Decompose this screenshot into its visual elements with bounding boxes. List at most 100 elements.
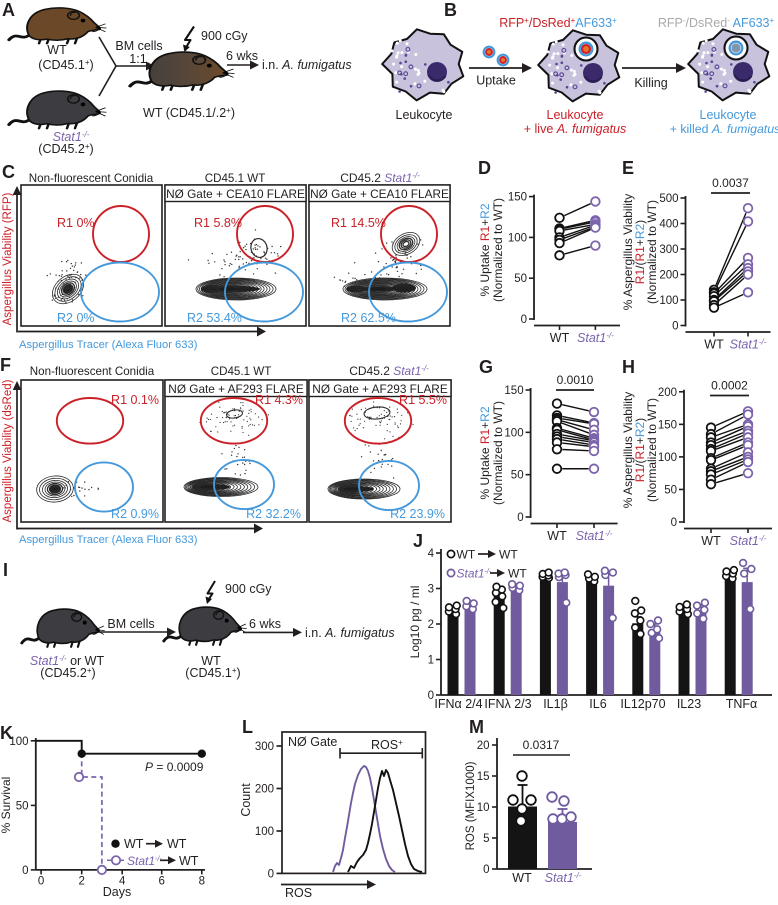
svg-text:G: G	[479, 357, 493, 377]
svg-text:50: 50	[511, 470, 524, 482]
svg-text:150: 150	[504, 385, 523, 397]
svg-text:IL23: IL23	[677, 697, 701, 711]
svg-text:200: 200	[659, 270, 678, 282]
svg-text:CD45.1 WT: CD45.1 WT	[211, 365, 272, 378]
svg-text:0.0002: 0.0002	[711, 379, 748, 393]
svg-text:(CD45.2+): (CD45.2+)	[40, 666, 95, 680]
svg-text:6: 6	[158, 876, 164, 888]
svg-text:R2 0%: R2 0%	[57, 311, 95, 325]
svg-text:Aspergillus Tracer (Alexa Fluo: Aspergillus Tracer (Alexa Fluor 633)	[19, 534, 198, 546]
svg-text:50: 50	[16, 800, 29, 812]
svg-text:D: D	[478, 158, 491, 178]
svg-text:+ killed A. fumigatus: + killed A. fumigatus	[670, 122, 778, 136]
svg-text:6 wks: 6 wks	[249, 617, 281, 631]
svg-text:WT: WT	[124, 837, 144, 851]
svg-text:WT: WT	[547, 529, 567, 543]
svg-text:ROS: ROS	[285, 886, 312, 900]
svg-text:Uptake: Uptake	[476, 74, 516, 88]
svg-text:300: 300	[255, 741, 274, 753]
svg-text:R1 5.8%: R1 5.8%	[194, 216, 242, 230]
svg-text:(Normalized to WT): (Normalized to WT)	[491, 198, 505, 302]
svg-text:L: L	[242, 717, 253, 737]
svg-text:CD45.1 WT: CD45.1 WT	[205, 172, 266, 185]
svg-text:WT: WT	[167, 837, 187, 851]
svg-text:NØ Gate + CEA10 FLARE: NØ Gate + CEA10 FLARE	[166, 187, 305, 201]
svg-text:5: 5	[483, 833, 489, 845]
svg-text:0: 0	[268, 868, 274, 880]
svg-text:0.0037: 0.0037	[712, 176, 749, 190]
svg-text:% Aspergillus Viability: % Aspergillus Viability	[621, 194, 635, 311]
svg-text:100: 100	[504, 427, 523, 439]
svg-text:200: 200	[658, 387, 677, 399]
svg-text:(Normalized to WT): (Normalized to WT)	[645, 200, 659, 304]
svg-text:Aspergillus Viability (dsRed): Aspergillus Viability (dsRed)	[2, 379, 14, 522]
svg-text:0: 0	[672, 321, 678, 333]
svg-text:WT: WT	[704, 338, 724, 352]
svg-text:6 wks: 6 wks	[226, 49, 258, 63]
svg-text:R2 32.2%: R2 32.2%	[246, 507, 301, 521]
svg-text:500: 500	[659, 193, 678, 205]
svg-text:i.n. A. fumigatus: i.n. A. fumigatus	[305, 626, 395, 640]
svg-text:20: 20	[477, 740, 490, 752]
svg-text:TNFα: TNFα	[726, 697, 758, 711]
svg-text:100: 100	[255, 826, 274, 838]
svg-text:0: 0	[517, 512, 523, 524]
svg-text:WT: WT	[701, 534, 721, 548]
svg-text:R1 5.5%: R1 5.5%	[399, 393, 447, 407]
svg-text:K: K	[0, 723, 13, 743]
svg-text:0: 0	[483, 864, 489, 876]
svg-text:R2 0.9%: R2 0.9%	[111, 507, 159, 521]
svg-text:WT: WT	[47, 43, 67, 57]
svg-text:(Normalized to WT): (Normalized to WT)	[645, 398, 659, 502]
svg-text:ROS (MFIX1000): ROS (MFIX1000)	[465, 761, 477, 850]
svg-text:R1/(R1+R2): R1/(R1+R2)	[633, 418, 647, 482]
svg-text:0.0010: 0.0010	[557, 373, 594, 387]
svg-text:R2 23.9%: R2 23.9%	[390, 507, 445, 521]
svg-text:% Aspergillus Viability: % Aspergillus Viability	[621, 392, 635, 509]
svg-text:H: H	[622, 357, 635, 377]
svg-text:R1 14.5%: R1 14.5%	[331, 216, 386, 230]
svg-text:NØ Gate + AF293 FLARE: NØ Gate + AF293 FLARE	[312, 382, 448, 396]
svg-text:WT: WT	[550, 331, 570, 345]
svg-text:WT: WT	[512, 871, 532, 885]
svg-text:R2 53.4%: R2 53.4%	[187, 311, 242, 325]
svg-text:BM cells: BM cells	[115, 39, 162, 53]
svg-text:M: M	[469, 717, 484, 737]
svg-text:Stat1-/-: Stat1-/-	[577, 331, 614, 345]
svg-text:WT: WT	[201, 654, 221, 668]
svg-text:BM cells: BM cells	[107, 617, 154, 631]
svg-text:IL1β: IL1β	[543, 697, 568, 711]
svg-text:CD45.2 Stat1-/-: CD45.2 Stat1-/-	[340, 171, 420, 185]
svg-text:Stat1-/-: Stat1-/-	[545, 871, 582, 885]
svg-text:15: 15	[477, 771, 490, 783]
svg-text:400: 400	[659, 219, 678, 231]
svg-text:Aspergillus Tracer (Alexa Fluo: Aspergillus Tracer (Alexa Fluor 633)	[19, 339, 198, 351]
svg-text:Stat1-/-: Stat1-/-	[730, 534, 767, 548]
svg-text:0: 0	[671, 517, 677, 529]
svg-text:2: 2	[428, 619, 434, 631]
svg-text:J: J	[413, 531, 423, 551]
svg-text:2: 2	[78, 876, 84, 888]
svg-text:Stat1-/-: Stat1-/-	[127, 854, 162, 868]
svg-text:R1/(R1+R2): R1/(R1+R2)	[633, 220, 647, 284]
svg-text:50: 50	[514, 273, 527, 285]
svg-text:R2 62.5%: R2 62.5%	[341, 311, 396, 325]
svg-text:WT: WT	[179, 854, 199, 868]
svg-text:0: 0	[38, 876, 44, 888]
svg-text:Killing: Killing	[634, 76, 667, 90]
svg-text:3: 3	[428, 584, 434, 596]
svg-text:NØ Gate: NØ Gate	[288, 735, 337, 749]
svg-text:IL6: IL6	[589, 697, 606, 711]
svg-text:Non-fluorescent Conidia: Non-fluorescent Conidia	[30, 365, 155, 378]
svg-text:Stat1-/- or WT: Stat1-/- or WT	[30, 654, 105, 668]
svg-text:100: 100	[9, 736, 28, 748]
svg-text:(CD45.1+): (CD45.1+)	[38, 58, 93, 72]
svg-text:10: 10	[477, 802, 490, 814]
svg-text:Aspergillus Viability (RFP): Aspergillus Viability (RFP)	[2, 192, 14, 325]
svg-text:Leukocyte: Leukocyte	[700, 108, 757, 122]
svg-text:R1 4.3%: R1 4.3%	[255, 393, 303, 407]
svg-text:Stat1-/-: Stat1-/-	[457, 567, 492, 581]
svg-text:% Uptake R1+R2: % Uptake R1+R2	[478, 203, 492, 296]
svg-text:IL12p70: IL12p70	[620, 697, 665, 711]
svg-text:4: 4	[119, 876, 126, 888]
